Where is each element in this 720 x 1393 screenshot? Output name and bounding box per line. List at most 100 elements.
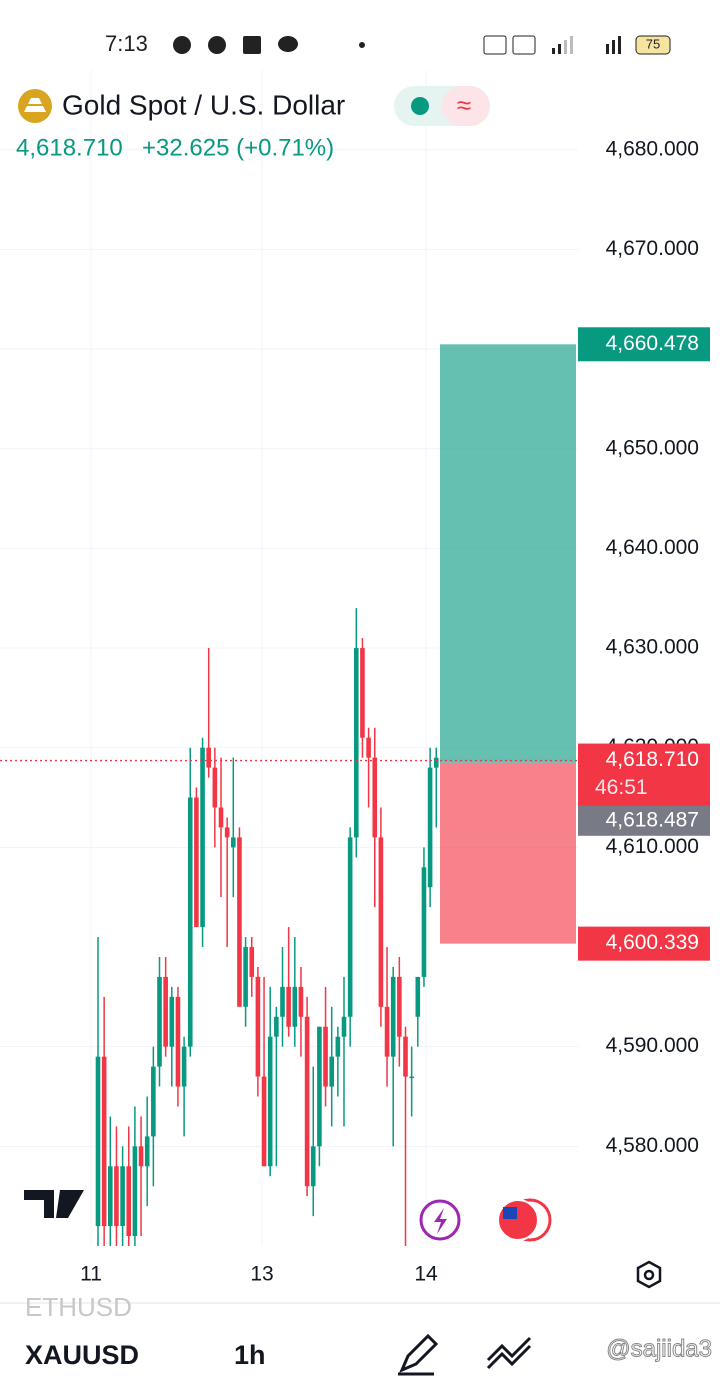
last-price-tag <box>578 743 710 806</box>
y-tick-label: 4,580.000 <box>606 1134 699 1157</box>
candle-body <box>366 737 371 758</box>
candle-body <box>126 1166 132 1237</box>
candle-body <box>187 797 193 1047</box>
y-tick-label: 4,610.000 <box>606 835 699 858</box>
last-price-label: 4,618.710 <box>606 748 699 771</box>
candle-body <box>249 947 255 977</box>
price-tag <box>578 926 710 961</box>
x-tick-label: 13 <box>250 1263 273 1286</box>
x-tick-label: 11 <box>80 1263 102 1286</box>
symbol-button[interactable]: XAUUSD <box>25 1340 139 1370</box>
y-tick-label: 4,590.000 <box>606 1034 699 1057</box>
candle-body <box>114 1166 119 1227</box>
battery-level: 75 <box>646 36 660 51</box>
candle-body <box>194 797 199 928</box>
grid <box>0 70 578 1246</box>
flash-icon <box>434 1208 447 1234</box>
candle-body <box>255 976 261 1077</box>
candle-body <box>329 1056 334 1087</box>
status-icons <box>173 35 621 55</box>
header-price: 4,618.710 <box>16 134 123 161</box>
candle-body <box>341 1016 347 1037</box>
y-tick-label: 4,680.000 <box>606 137 699 160</box>
price-tag <box>578 327 710 362</box>
candle-body <box>304 1016 310 1187</box>
header-change: +32.625 (+0.71%) <box>142 134 334 161</box>
candle-body <box>231 837 236 848</box>
candle-body <box>335 1036 341 1057</box>
profit-zone <box>440 344 576 763</box>
candle-body <box>237 837 242 1007</box>
candle-body <box>200 747 205 928</box>
candle-body <box>175 996 181 1087</box>
tv-logo <box>24 1190 84 1218</box>
candle-body <box>286 986 291 1027</box>
candle-body <box>317 1026 322 1147</box>
x-axis: 11 13 14 <box>80 1263 438 1286</box>
candle-body <box>144 1136 150 1167</box>
settings-button[interactable] <box>636 1260 662 1289</box>
candle-body <box>292 986 298 1027</box>
draw-button[interactable] <box>398 1333 439 1376</box>
price-tag-label: 4,600.339 <box>606 931 699 954</box>
status-time: 7:13 <box>105 31 148 56</box>
watermark: @sajiida3 <box>606 1335 712 1362</box>
symbol-title: Gold Spot / U.S. Dollar <box>62 89 345 120</box>
interval-button[interactable]: 1h <box>234 1340 266 1370</box>
candle-body <box>397 976 402 1037</box>
candle-body <box>163 976 168 1047</box>
candle-body <box>415 976 421 1017</box>
candle-body <box>120 1166 125 1227</box>
candle-body <box>323 1026 328 1087</box>
candle-body <box>218 807 224 828</box>
y-tick-label: 4,650.000 <box>606 436 699 459</box>
candle-body <box>372 757 378 838</box>
price-tag-label: 4,660.478 <box>606 332 699 355</box>
price-tag <box>578 803 710 836</box>
candle-body <box>157 976 162 1067</box>
battery <box>635 35 671 55</box>
candle-body <box>132 1146 138 1237</box>
loss-zone <box>440 762 576 944</box>
flag-icon <box>497 1199 539 1241</box>
candle-body <box>421 867 427 977</box>
indicators-button[interactable] <box>486 1336 532 1370</box>
data-delay[interactable] <box>442 86 490 126</box>
candle-body <box>212 767 218 808</box>
candle-body <box>384 1006 390 1057</box>
candle-body <box>274 1016 279 1037</box>
candle-body <box>403 1036 408 1077</box>
gold-bars <box>24 98 46 112</box>
candle-body <box>169 996 175 1047</box>
price-tag-label: 4,618.487 <box>606 808 699 831</box>
candle-body <box>267 1036 273 1167</box>
flag-canton <box>503 1207 517 1219</box>
candle-body <box>347 837 353 1017</box>
plot <box>0 344 578 1246</box>
candle-body <box>433 757 439 768</box>
market-open-dot <box>411 97 429 115</box>
candle-body <box>354 648 359 838</box>
candle-body <box>151 1066 156 1137</box>
y-tick-label: 4,630.000 <box>606 636 699 659</box>
candle-body <box>378 837 384 1007</box>
settings-dot <box>643 1269 655 1281</box>
candle-body <box>360 648 365 738</box>
toolbar <box>0 1318 720 1388</box>
price-axis: 4,680.0004,670.0004,660.0004,650.0004,64… <box>578 137 710 1157</box>
y-tick-label: 4,640.000 <box>606 536 699 559</box>
candle-body <box>108 1166 113 1227</box>
candle-body <box>280 986 285 1017</box>
candle-body <box>390 976 396 1057</box>
candle-body <box>206 747 211 768</box>
previous-symbol: ETHUSD <box>25 1292 132 1322</box>
approx-icon: ≈ <box>457 90 471 120</box>
bar-countdown: 46:51 <box>595 776 648 799</box>
candle-body <box>409 1076 414 1079</box>
candle-body <box>243 947 248 1007</box>
candle-body <box>261 1076 267 1167</box>
candle-body <box>95 1056 101 1227</box>
y-tick-label: 4,670.000 <box>606 237 699 260</box>
x-tick-label: 14 <box>414 1263 438 1286</box>
